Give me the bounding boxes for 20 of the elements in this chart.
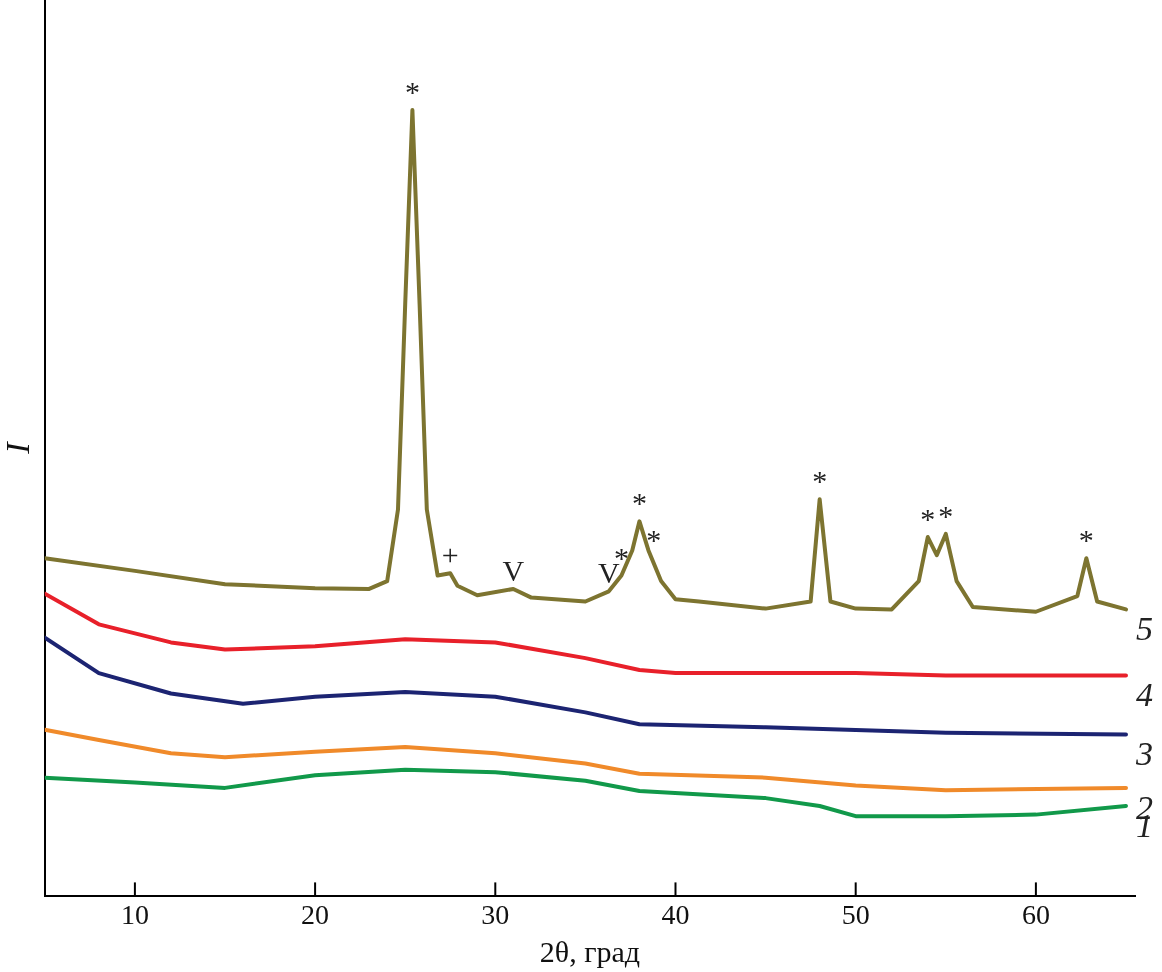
series-label: 5 <box>1135 610 1153 648</box>
annotation: V <box>502 553 525 587</box>
y-axis-title: I <box>0 440 37 455</box>
series-label: 3 <box>1134 735 1153 773</box>
annotation: * <box>920 502 936 536</box>
x-tick-label: 20 <box>301 898 330 930</box>
x-tick-label: 30 <box>481 898 510 930</box>
series-label: 4 <box>1135 676 1153 714</box>
x-tick-label: 50 <box>841 898 870 930</box>
x-tick-label: 10 <box>120 898 149 930</box>
x-tick-label: 60 <box>1021 898 1050 930</box>
x-axis-title: 2θ, град <box>539 934 641 968</box>
annotation: * <box>1078 523 1094 557</box>
annotation: * <box>812 464 828 498</box>
annotation: * <box>938 498 954 532</box>
x-tick-label: 40 <box>661 898 690 930</box>
annotation: * <box>631 486 647 520</box>
annotation: + <box>441 538 459 572</box>
annotation: * <box>404 75 420 109</box>
annotation: * <box>646 523 662 557</box>
